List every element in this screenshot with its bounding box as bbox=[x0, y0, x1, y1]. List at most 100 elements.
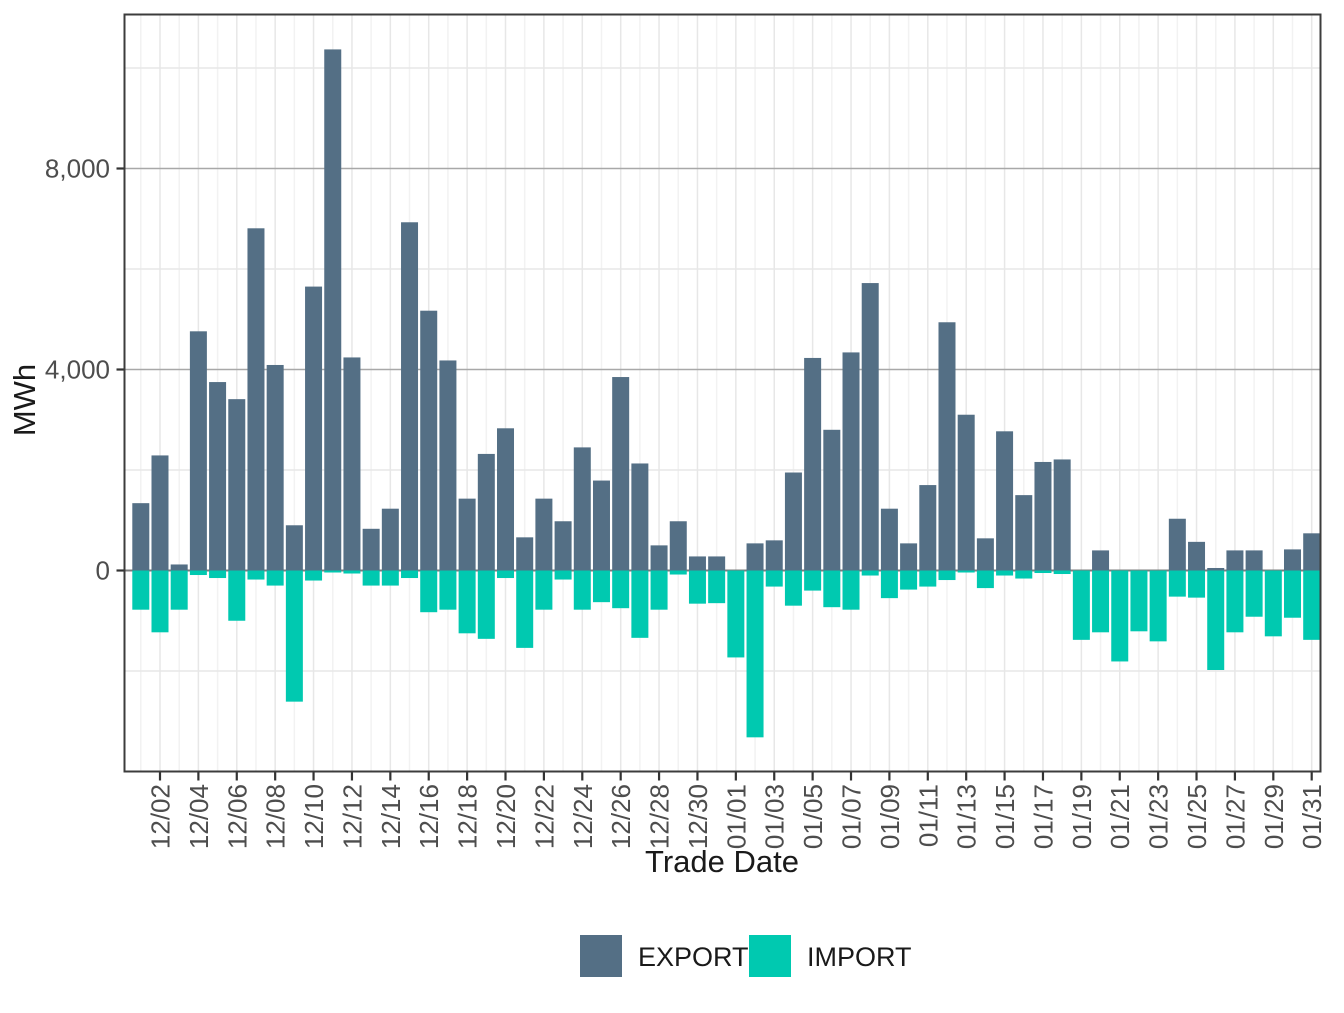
x-tick-label: 01/11 bbox=[913, 784, 943, 847]
bar-import-12/27 bbox=[631, 570, 649, 638]
bar-import-12/19 bbox=[477, 570, 495, 639]
bar-export-12/15 bbox=[401, 222, 419, 571]
bar-export-12/28 bbox=[650, 545, 668, 571]
bar-export-01/25 bbox=[1188, 541, 1206, 571]
bar-export-12/02 bbox=[151, 455, 169, 571]
bar-import-01/07 bbox=[842, 570, 860, 610]
bar-export-01/30 bbox=[1284, 549, 1302, 571]
bar-import-01/06 bbox=[823, 570, 841, 608]
bar-import-12/02 bbox=[151, 570, 169, 633]
bar-export-12/21 bbox=[516, 537, 534, 571]
bar-export-12/19 bbox=[477, 453, 495, 571]
bar-export-01/12 bbox=[938, 322, 956, 571]
gridlines-major bbox=[124, 14, 1321, 772]
bar-import-01/28 bbox=[1245, 570, 1263, 617]
bar-export-12/26 bbox=[612, 377, 630, 571]
x-tick-label: 01/13 bbox=[952, 784, 982, 849]
x-tick-label: 12/20 bbox=[491, 784, 521, 849]
bar-import-01/01 bbox=[727, 570, 745, 658]
legend-label-export: EXPORT bbox=[638, 942, 749, 972]
bar-export-01/02 bbox=[746, 543, 764, 571]
x-axis-title: Trade Date bbox=[645, 844, 799, 879]
bar-export-12/16 bbox=[420, 310, 438, 571]
x-tick-label: 12/02 bbox=[145, 784, 175, 849]
bar-export-12/08 bbox=[266, 364, 284, 571]
bar-export-12/25 bbox=[592, 480, 610, 571]
legend-swatch-export bbox=[580, 935, 622, 977]
bar-export-12/13 bbox=[362, 528, 380, 571]
bar-import-12/14 bbox=[381, 570, 399, 586]
bar-import-12/20 bbox=[497, 570, 515, 579]
x-tick-label: 01/27 bbox=[1220, 784, 1250, 849]
bar-import-01/05 bbox=[804, 570, 822, 591]
bar-import-12/01 bbox=[132, 570, 150, 610]
x-tick-label: 12/24 bbox=[568, 784, 598, 849]
bar-import-12/24 bbox=[573, 570, 591, 610]
bar-export-12/24 bbox=[573, 447, 591, 571]
bar-import-01/19 bbox=[1072, 570, 1090, 640]
bar-export-12/23 bbox=[554, 521, 572, 571]
bar-import-01/08 bbox=[861, 570, 879, 576]
bar-import-12/16 bbox=[420, 570, 438, 613]
x-tick-label: 01/29 bbox=[1259, 784, 1289, 849]
bar-export-12/22 bbox=[535, 498, 553, 571]
legend-label-import: IMPORT bbox=[807, 942, 912, 972]
bar-export-12/20 bbox=[497, 428, 515, 571]
bar-import-12/29 bbox=[669, 570, 687, 575]
bar-export-01/28 bbox=[1245, 550, 1263, 571]
bar-import-01/29 bbox=[1264, 570, 1282, 637]
bar-export-12/18 bbox=[458, 498, 476, 571]
bar-export-01/20 bbox=[1092, 550, 1110, 571]
bar-export-12/06 bbox=[228, 399, 246, 571]
bar-import-01/04 bbox=[784, 570, 802, 606]
bar-import-01/17 bbox=[1034, 570, 1052, 574]
bar-import-01/14 bbox=[976, 570, 994, 589]
bar-import-12/26 bbox=[612, 570, 630, 609]
bar-export-01/24 bbox=[1168, 518, 1186, 571]
bar-export-12/03 bbox=[170, 564, 188, 571]
axis-tick-labels: 0 4,000 8,000 12/02 12/04 12/06 12/08 12/10 12/1… bbox=[45, 154, 1327, 850]
bar-export-12/09 bbox=[285, 525, 303, 571]
x-tick-label: 12/30 bbox=[683, 784, 713, 849]
bar-export-01/31 bbox=[1303, 533, 1321, 571]
bar-import-01/13 bbox=[957, 570, 975, 573]
bar-import-01/10 bbox=[900, 570, 918, 590]
bar-import-12/03 bbox=[170, 570, 188, 610]
x-tick-label: 01/15 bbox=[990, 784, 1020, 849]
x-tick-label: 12/12 bbox=[337, 784, 367, 849]
bar-import-12/15 bbox=[401, 570, 419, 579]
bar-export-01/11 bbox=[919, 485, 937, 571]
bar-import-12/30 bbox=[688, 570, 706, 604]
bar-import-12/12 bbox=[343, 570, 361, 574]
bar-export-12/29 bbox=[669, 521, 687, 571]
bar-import-01/11 bbox=[919, 570, 937, 587]
bar-export-12/14 bbox=[381, 508, 399, 571]
bar-import-12/25 bbox=[592, 570, 610, 603]
bar-import-12/11 bbox=[324, 570, 342, 573]
bar-export-12/01 bbox=[132, 503, 150, 571]
bar-import-01/20 bbox=[1092, 570, 1110, 633]
bars bbox=[132, 49, 1321, 738]
bar-import-01/12 bbox=[938, 570, 956, 581]
bar-export-12/10 bbox=[305, 286, 323, 571]
bar-export-01/05 bbox=[804, 357, 822, 571]
bar-export-01/26 bbox=[1207, 567, 1225, 571]
bar-export-01/04 bbox=[784, 472, 802, 571]
bar-export-01/03 bbox=[765, 540, 783, 571]
bar-import-12/07 bbox=[247, 570, 265, 580]
bar-import-12/18 bbox=[458, 570, 476, 634]
bar-import-01/25 bbox=[1188, 570, 1206, 598]
bar-import-01/02 bbox=[746, 570, 764, 738]
bar-export-01/27 bbox=[1226, 550, 1244, 571]
x-tick-label: 12/08 bbox=[261, 784, 291, 849]
x-tick-label: 12/14 bbox=[376, 784, 406, 849]
x-tick-label: 01/25 bbox=[1182, 784, 1212, 849]
y-tick-label: 4,000 bbox=[45, 355, 110, 385]
x-tick-label: 01/17 bbox=[1028, 784, 1058, 849]
bar-import-12/28 bbox=[650, 570, 668, 610]
x-tick-label: 12/10 bbox=[299, 784, 329, 849]
bar-export-01/18 bbox=[1053, 459, 1071, 571]
bar-export-12/11 bbox=[324, 49, 342, 571]
bar-import-12/23 bbox=[554, 570, 572, 580]
x-tick-label: 12/06 bbox=[222, 784, 252, 849]
